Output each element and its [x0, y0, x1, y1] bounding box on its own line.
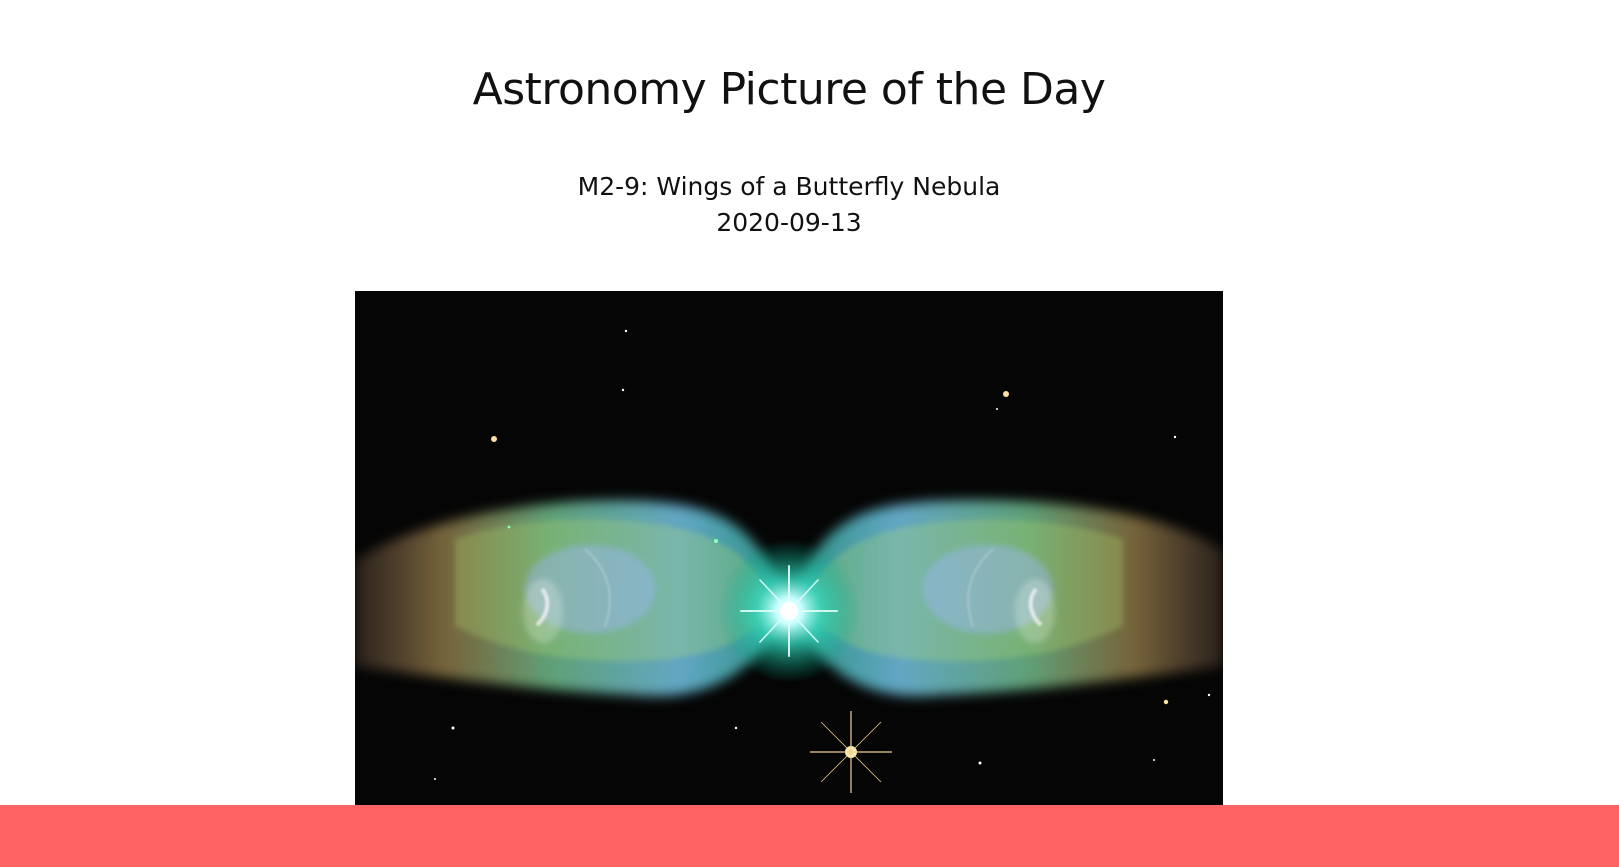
page-title: Astronomy Picture of the Day [472, 64, 1106, 115]
picture-title: M2-9: Wings of a Butterfly Nebula [577, 172, 1001, 201]
butterfly-nebula-image [355, 291, 1223, 805]
picture-date: 2020-09-13 [716, 208, 862, 237]
nebula-illustration [355, 291, 1223, 805]
footer-bar [0, 805, 1619, 867]
